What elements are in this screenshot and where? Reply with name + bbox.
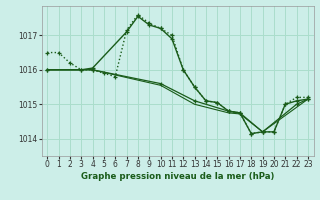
- X-axis label: Graphe pression niveau de la mer (hPa): Graphe pression niveau de la mer (hPa): [81, 172, 274, 181]
